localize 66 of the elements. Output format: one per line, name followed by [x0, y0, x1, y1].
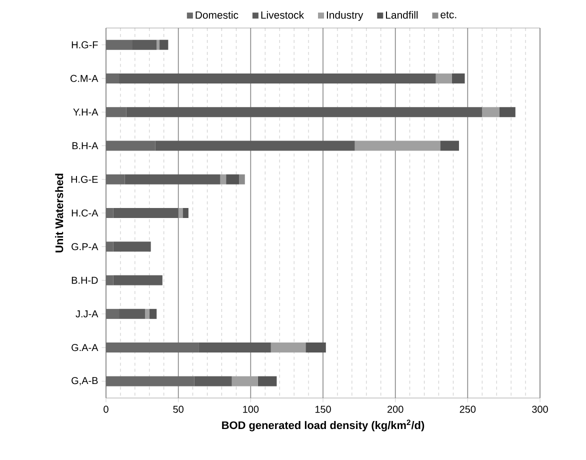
x-tick-label: 300 [532, 406, 548, 413]
y-axis-title: Unit Watershed [55, 174, 64, 252]
bar [270, 342, 306, 353]
x-tick-label: 50 [173, 406, 184, 413]
x-tick-label: 250 [460, 406, 476, 413]
legend-label: Industry [326, 11, 364, 21]
bar [106, 275, 114, 286]
x-axis-title: BOD generated load density (kg/km$^{2}$/d) [222, 420, 424, 432]
bar [226, 174, 240, 184]
bar [124, 174, 220, 184]
y-tick-label: B.H-D [72, 276, 98, 284]
bar [119, 308, 146, 319]
bar [452, 73, 465, 84]
y-tick-label: G.A-A [72, 344, 98, 352]
x-tick-label: 150 [315, 406, 331, 413]
bar [156, 40, 160, 50]
bar [220, 174, 226, 184]
bar [106, 342, 199, 353]
bar [113, 242, 151, 252]
bar [178, 208, 183, 218]
x-tick-label: 0 [104, 406, 108, 413]
y-tick-label: C.M-A [70, 74, 98, 82]
bar [106, 208, 114, 218]
bar [106, 140, 156, 151]
bar [436, 73, 452, 84]
legend-label: Livestock [261, 11, 304, 19]
bar [160, 40, 168, 50]
x-tick-label: 200 [388, 406, 404, 413]
y-tick-label: Y.H-A [73, 108, 98, 116]
x-tick-label: 100 [243, 406, 259, 413]
bar [119, 73, 436, 84]
bar [126, 107, 482, 118]
bar [182, 208, 188, 218]
bar [155, 140, 355, 151]
bar [106, 242, 114, 252]
y-tick-label: H.C-A [72, 209, 98, 217]
bar [113, 208, 178, 218]
bar [306, 342, 326, 353]
bar [106, 174, 125, 184]
bar [499, 107, 516, 118]
bar [149, 308, 157, 319]
legend-label: Domestic [196, 11, 238, 19]
y-tick-label: H.G-E [71, 176, 98, 183]
y-tick-label: B.H-A [72, 142, 98, 150]
y-tick-label: G.P-A [72, 243, 98, 250]
bar [232, 376, 258, 386]
y-tick-label: J.J-A [76, 310, 98, 318]
bar [194, 376, 232, 386]
bar [198, 342, 271, 353]
bar [132, 40, 157, 50]
bar [106, 308, 120, 319]
bar [145, 308, 150, 319]
legend-label: etc. [440, 11, 456, 18]
bar [106, 107, 126, 118]
bar [106, 40, 132, 50]
bar [106, 73, 120, 84]
bar [440, 140, 459, 151]
y-tick-label: H.G-F [72, 41, 98, 48]
legend-label: Landfill [386, 11, 418, 19]
bar [258, 376, 277, 386]
y-tick-label: G,A-B [72, 377, 98, 386]
bar [354, 140, 440, 151]
bar [106, 376, 194, 386]
bar [239, 174, 245, 184]
bar [482, 107, 500, 118]
bar [113, 275, 162, 286]
